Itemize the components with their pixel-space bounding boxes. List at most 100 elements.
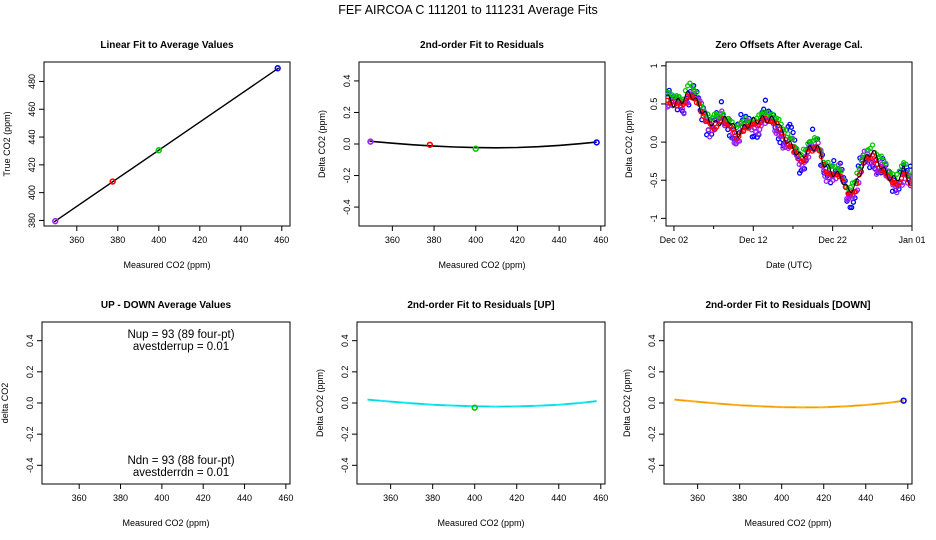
x-tick-label: 400 (467, 493, 482, 503)
chart-p2: 2nd-order Fit to Residuals Measured CO2 (… (317, 40, 608, 270)
series-point (849, 204, 855, 211)
x-tick-label: 380 (425, 493, 440, 503)
x-tick-label: 380 (110, 235, 125, 245)
y-tick-label: -0.2 (342, 168, 352, 184)
series-point (900, 179, 907, 185)
y-tick-label: 440 (27, 130, 37, 145)
x-axis-label: Date (UTC) (766, 260, 812, 270)
series-point (785, 131, 791, 137)
y-tick-label: -1 (649, 214, 659, 222)
series-point (682, 87, 689, 94)
y-axis-label: delta CO2 (0, 383, 10, 424)
trend-line (667, 90, 911, 193)
series-point (894, 189, 900, 196)
series-point (709, 115, 715, 121)
x-axis-label: Measured CO2 (ppm) (744, 518, 831, 528)
x-tick-label: 360 (69, 235, 84, 245)
series-point (852, 189, 858, 195)
annotation-text: Ndn = 93 (88 four-pt) (127, 455, 234, 467)
y-tick-label: 380 (27, 213, 37, 228)
series-point (777, 139, 783, 146)
y-tick-label: 1 (649, 63, 659, 68)
x-tick-label: 420 (816, 493, 831, 503)
x-tick-label: 380 (732, 493, 747, 503)
x-axis-label: Measured CO2 (ppm) (438, 260, 525, 270)
x-tick-label: 440 (233, 235, 248, 245)
x-tick-label: 460 (593, 493, 608, 503)
chart-p5: 2nd-order Fit to Residuals [UP] Measured … (315, 300, 608, 528)
x-tick-label: 420 (192, 235, 207, 245)
series-point (807, 138, 813, 145)
chart-p6: 2nd-order Fit to Residuals [DOWN] Measure… (622, 300, 915, 528)
y-tick-label: -0.2 (340, 426, 350, 442)
chart-p4: UP - DOWN Average Values Measured CO2 (pp… (0, 300, 293, 528)
x-tick-label: 400 (151, 235, 166, 245)
y-tick-label: -0.4 (340, 458, 350, 474)
series-point (889, 180, 896, 186)
series-point (698, 100, 705, 106)
series-point (700, 113, 706, 119)
series-point (702, 118, 709, 125)
y-tick-label: -0.4 (342, 199, 352, 215)
data-point (472, 145, 479, 152)
y-tick-label: 0.4 (340, 334, 350, 347)
chart-title: 2nd-order Fit to Residuals [UP] (407, 300, 554, 311)
y-tick-label: 0.0 (25, 397, 35, 410)
series-point (823, 178, 829, 184)
y-tick-label: 0.0 (647, 397, 657, 410)
series-point (705, 127, 711, 133)
x-tick-label: 360 (383, 493, 398, 503)
series-point (800, 166, 806, 172)
y-tick-label: -0.2 (647, 426, 657, 442)
y-axis-label: Delta CO2 (ppm) (622, 369, 632, 437)
series-point (903, 161, 909, 167)
y-axis-label: Delta CO2 (ppm) (315, 369, 325, 437)
series-point (907, 163, 912, 169)
series-point (878, 153, 885, 159)
series-point (783, 127, 789, 133)
series-point (838, 173, 845, 180)
y-tick-label: 0.2 (342, 106, 352, 119)
x-tick-label: 420 (509, 493, 524, 503)
x-tick-label: 460 (278, 493, 293, 503)
y-tick-label: -0.4 (25, 458, 35, 474)
x-tick-label: Jan 01 (898, 235, 925, 245)
series-point (689, 83, 695, 89)
y-tick-label: 0.0 (340, 397, 350, 410)
series-point (896, 179, 902, 186)
series-point (869, 152, 876, 158)
x-tick-label: 440 (552, 235, 567, 245)
x-tick-label: 400 (468, 235, 483, 245)
series-point (809, 138, 816, 144)
series-point (790, 129, 796, 136)
x-tick-label: 460 (274, 235, 289, 245)
x-axis-label: Measured CO2 (ppm) (437, 518, 524, 528)
series-point (728, 135, 734, 141)
x-tick-label: 420 (510, 235, 525, 245)
series-point (681, 110, 687, 117)
y-tick-label: 0.4 (647, 334, 657, 347)
chart-title: 2nd-order Fit to Residuals (420, 40, 544, 51)
fit-curve (674, 398, 904, 409)
plot-area (674, 397, 907, 409)
data-point (367, 138, 374, 145)
series-point (685, 100, 691, 106)
series-point (850, 199, 857, 205)
data-point (900, 397, 907, 404)
series-point (698, 109, 704, 115)
fit-line (53, 67, 280, 223)
data-point (155, 147, 163, 154)
x-axis-label: Measured CO2 (ppm) (122, 518, 209, 528)
series-point (776, 126, 782, 132)
series-point (774, 120, 780, 126)
x-tick-label: 460 (900, 493, 915, 503)
plot-area (367, 138, 600, 152)
x-tick-label: 440 (237, 493, 252, 503)
y-tick-label: 0.2 (25, 366, 35, 379)
x-tick-label: 360 (385, 235, 400, 245)
series-point (788, 124, 795, 130)
x-tick-label: Dec 22 (818, 235, 847, 245)
x-tick-label: 440 (551, 493, 566, 503)
series-point (762, 97, 769, 103)
series-green (666, 80, 912, 192)
